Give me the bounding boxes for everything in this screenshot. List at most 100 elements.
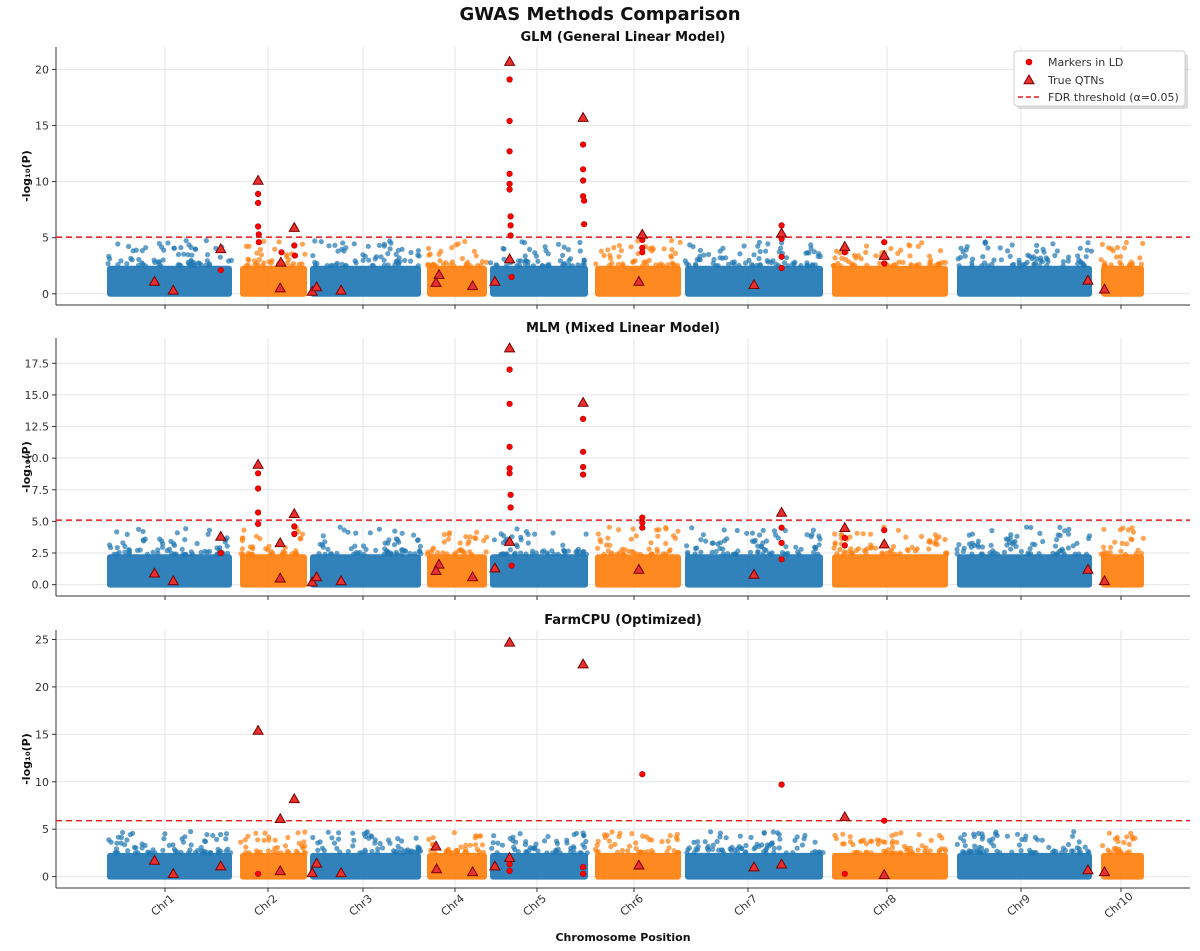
qtn-triangle: [310, 571, 323, 582]
marker-point: [898, 850, 904, 856]
chromosome-marker-band: [240, 852, 307, 880]
marker-point: [1126, 841, 1132, 848]
marker-point: [160, 257, 166, 263]
marker-point: [692, 545, 699, 552]
qtn-triangle: [503, 636, 516, 647]
marker-point: [804, 532, 810, 538]
marker-point: [1032, 542, 1038, 548]
marker-point: [663, 540, 669, 547]
marker-point: [1024, 259, 1030, 265]
marker-point: [142, 263, 148, 269]
marker-point: [499, 842, 506, 848]
marker-point: [561, 244, 567, 250]
marker-point: [667, 833, 673, 839]
marker-point: [265, 848, 272, 854]
marker-point: [518, 550, 524, 556]
marker-point: [720, 245, 726, 251]
panel-title: MLM (Mixed Linear Model): [526, 321, 720, 336]
qtn-triangle: [274, 812, 287, 824]
chromosome-marker-band: [240, 554, 307, 588]
marker-point: [942, 536, 948, 543]
marker-point: [698, 549, 704, 555]
marker-point: [863, 249, 869, 255]
marker-point: [381, 262, 387, 268]
marker-point: [1138, 550, 1145, 557]
marker-point: [165, 240, 171, 246]
marker-point: [798, 546, 804, 552]
marker-point: [454, 849, 460, 855]
marker-point: [773, 532, 779, 538]
marker-point: [328, 263, 334, 269]
marker-point: [922, 848, 928, 854]
marker-point: [850, 262, 856, 268]
marker-point: [345, 529, 351, 535]
qtn-triangle: [167, 867, 180, 879]
marker-point: [137, 547, 143, 553]
marker-point: [1065, 545, 1071, 551]
marker-point: [399, 530, 405, 536]
marker-point: [998, 257, 1005, 263]
marker-point: [385, 251, 391, 257]
marker-point: [708, 829, 714, 835]
marker-point: [748, 834, 754, 841]
marker-point: [863, 243, 870, 249]
marker-point: [670, 533, 677, 539]
farmcpu-panel: 0 5 10 15 20 25 FarmCPU (Optimized) -log₁₀(P) Ch…: [20, 613, 1190, 944]
marker-point: [1070, 543, 1076, 549]
ld-marker-point: [255, 509, 262, 516]
marker-point: [301, 839, 307, 845]
marker-point: [759, 842, 765, 848]
ld-marker-point: [506, 470, 513, 477]
marker-point: [413, 835, 419, 841]
marker-point: [498, 531, 504, 537]
marker-point: [933, 539, 939, 545]
marker-point: [301, 850, 307, 856]
qtn-triangle: [252, 174, 264, 185]
y-axis-title: -log₁₀(P): [20, 733, 33, 785]
marker-point: [893, 831, 899, 837]
marker-point: [328, 551, 334, 557]
marker-point: [471, 248, 477, 254]
marker-point: [615, 527, 622, 533]
marker-point: [467, 549, 473, 555]
marker-point: [407, 550, 413, 557]
marker-point: [322, 551, 328, 557]
marker-point: [702, 839, 708, 845]
qtn-triangle: [148, 275, 161, 286]
marker-point: [415, 248, 421, 254]
marker-point: [984, 847, 990, 854]
marker-point: [217, 254, 223, 260]
marker-point: [297, 535, 303, 542]
marker-point: [300, 531, 306, 537]
qtn-triangle: [306, 576, 319, 587]
marker-point: [189, 551, 196, 557]
qtn-triangle: [1082, 563, 1094, 574]
marker-point: [452, 551, 458, 557]
marker-point: [997, 850, 1003, 856]
qtn-triangle: [577, 658, 589, 669]
marker-point: [446, 530, 453, 536]
marker-point: [568, 848, 574, 855]
marker-point: [757, 262, 763, 268]
chromosome-marker-band: [832, 554, 948, 588]
marker-point: [988, 542, 994, 548]
panel-title: GLM (General Linear Model): [521, 30, 726, 45]
chromosome-marker-band: [1101, 265, 1144, 297]
marker-point: [155, 259, 161, 265]
chromosome-marker-band: [310, 265, 421, 297]
qtn-triangle: [430, 564, 442, 575]
marker-point: [897, 551, 903, 557]
marker-point: [1027, 546, 1033, 552]
marker-point: [542, 244, 548, 250]
marker-point: [257, 849, 264, 855]
marker-point: [802, 832, 808, 839]
marker-point: [494, 262, 500, 268]
marker-point: [812, 839, 818, 845]
marker-point: [720, 546, 726, 552]
marker-point: [626, 548, 632, 554]
marker-point: [584, 850, 590, 856]
marker-point: [1122, 551, 1128, 557]
marker-point: [444, 551, 450, 557]
marker-point: [1133, 551, 1139, 557]
marker-point: [896, 259, 902, 265]
